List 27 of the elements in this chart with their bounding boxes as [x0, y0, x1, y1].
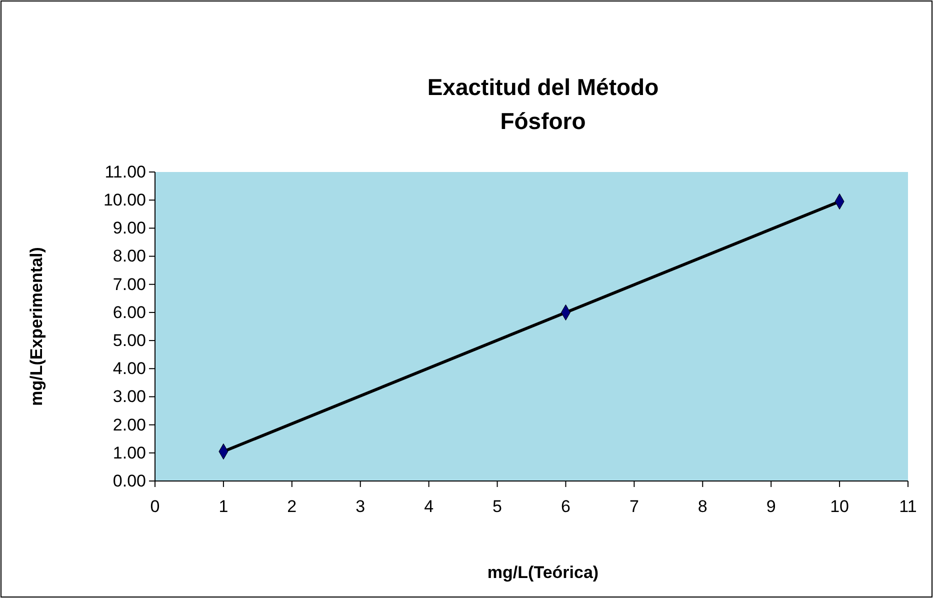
x-tick-label: 0 [150, 497, 160, 516]
y-tick-label: 1.00 [112, 443, 146, 462]
x-tick-label: 9 [766, 497, 776, 516]
x-tick-label: 4 [424, 497, 434, 516]
x-tick-label: 6 [560, 497, 570, 516]
y-tick-label: 11.00 [104, 162, 146, 182]
y-tick-label: 5.00 [112, 330, 146, 350]
x-tick-label: 2 [287, 497, 297, 516]
y-tick-label: 0.00 [112, 471, 146, 490]
y-tick-label: 3.00 [112, 387, 146, 406]
y-axis-title: mg/L(Experimental) [27, 247, 46, 406]
y-tick-label: 4.00 [112, 359, 146, 378]
y-tick-label: 10.00 [103, 190, 146, 210]
y-tick-label: 9.00 [112, 218, 146, 238]
x-tick-label: 7 [629, 497, 639, 516]
x-tick-label: 8 [698, 497, 708, 516]
x-tick-label: 5 [492, 497, 502, 516]
y-tick-label: 7.00 [112, 274, 146, 294]
y-tick-label: 6.00 [112, 302, 146, 322]
x-tick-label: 1 [218, 497, 228, 516]
chart-title: Exactitud del Método Fósforo [427, 74, 659, 134]
y-tick-label: 2.00 [112, 415, 146, 434]
x-tick-label: 10 [830, 497, 850, 516]
x-tick-label: 11 [899, 497, 917, 516]
y-tick-label: 8.00 [112, 246, 146, 266]
x-tick-label: 3 [356, 497, 366, 516]
x-axis-title: mg/L(Teórica) [487, 563, 599, 582]
